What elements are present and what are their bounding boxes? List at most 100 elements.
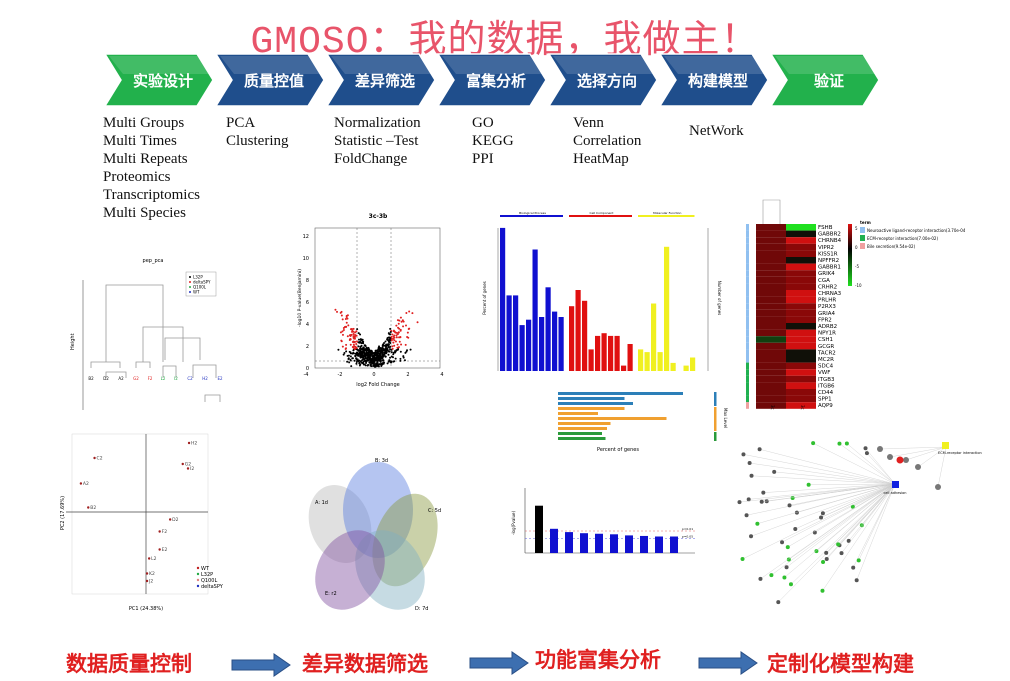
volcano-point: [391, 345, 394, 348]
volcano-point: [385, 343, 388, 346]
volcano-point: [342, 326, 345, 329]
volcano-point: [382, 361, 385, 364]
volcano-point: [348, 350, 351, 353]
edge: [858, 483, 896, 561]
volcano-point: [341, 318, 344, 321]
heat-cell: [786, 237, 816, 244]
gene-label: VWF: [818, 370, 830, 376]
heat-cell: [786, 395, 816, 403]
legend-dot: [196, 584, 200, 588]
y-label: Height: [70, 333, 76, 350]
volcano-point: [360, 359, 363, 362]
edge: [841, 483, 896, 554]
go-bar: [532, 249, 538, 371]
node: [794, 510, 799, 515]
leaf-label: B2: [88, 376, 94, 381]
chevron-shape: [658, 53, 769, 107]
heat-cell: [756, 375, 786, 383]
edge: [784, 483, 896, 578]
volcano-point: [362, 349, 365, 352]
volcano-point: [381, 347, 384, 350]
node: [851, 565, 856, 570]
legend-dot: [189, 281, 191, 283]
go-bar: [582, 300, 588, 371]
scale-label: -5: [855, 264, 859, 269]
volcano-point: [387, 360, 390, 363]
list-item: Proteomics: [103, 169, 171, 185]
term-cell: [746, 323, 749, 330]
branch: [105, 371, 127, 378]
heat-cell: [786, 270, 816, 277]
term-swatch: [860, 227, 865, 233]
term-cell: [746, 395, 749, 403]
term-cell: [746, 270, 749, 277]
volcano-point: [345, 350, 348, 353]
node: [824, 557, 829, 562]
flow-step-2: 差异数据筛选: [302, 652, 428, 676]
set-label: B: 3d: [375, 458, 388, 464]
list-item: Multi Times: [103, 133, 177, 149]
volcano-point: [392, 330, 395, 333]
edge: [757, 483, 896, 524]
volcano-point: [355, 330, 358, 333]
leaf-label: G2: [133, 376, 139, 381]
volcano-point: [362, 361, 365, 364]
column-label: 3c_3d: [800, 405, 805, 410]
heat-cell: [786, 375, 816, 383]
volcano-point: [339, 331, 342, 334]
leaf-label: F2: [148, 376, 153, 381]
volcano-point: [373, 365, 376, 368]
go-bar-figure: Biological Process Cell Component Molecula…: [482, 211, 722, 371]
go-bar: [552, 311, 558, 371]
category-label: Cell Component: [590, 211, 615, 215]
volcano-point: [397, 326, 400, 329]
hub-label: cell adhesion: [883, 491, 906, 495]
volcano-point: [381, 345, 384, 348]
volcano-point: [405, 324, 408, 327]
volcano-point: [358, 364, 361, 367]
leaf-label: E2: [217, 376, 223, 381]
pca-point: [145, 579, 149, 583]
volcano-point: [394, 331, 397, 334]
gene-label: GCGR: [818, 344, 834, 350]
volcano-point: [376, 362, 379, 365]
kegg-bar: [565, 532, 573, 553]
list-direction: Venn Correlation HeatMap: [573, 114, 641, 168]
node: [887, 454, 893, 460]
heat-cell: [756, 342, 786, 350]
edge: [786, 483, 896, 568]
right-arrow-icon: [469, 651, 529, 675]
volcano-point: [369, 359, 372, 362]
step-label: 验证: [814, 72, 844, 90]
volcano-point: [383, 342, 386, 345]
edge: [789, 483, 896, 506]
pca-point: [181, 462, 184, 466]
heatmap-figure: FSHBGABBR2CHRNB4VIPR2KISS1RNPFFR2GABBR1G…: [746, 199, 965, 410]
y-tick: 10: [303, 256, 309, 262]
gene-label: GABBR1: [818, 265, 841, 271]
kegg-bar: [580, 533, 588, 553]
volcano-point: [399, 357, 402, 360]
edge: [761, 483, 896, 502]
edge: [822, 483, 896, 514]
volcano-point: [341, 345, 344, 348]
kegg-bar: [670, 536, 678, 553]
volcano-point: [411, 312, 414, 315]
volcano-point: [346, 354, 349, 357]
volcano-point: [406, 335, 409, 338]
volcano-point: [390, 355, 393, 358]
point-label: H2: [191, 441, 197, 447]
volcano-point: [352, 343, 355, 346]
point-label: E2: [162, 547, 168, 553]
branch: [164, 337, 201, 360]
branch: [135, 361, 151, 368]
list-item: PPI: [472, 151, 494, 167]
heat-cell: [786, 303, 816, 310]
term-cell: [746, 296, 749, 304]
volcano-point: [352, 332, 355, 335]
volcano-point: [352, 351, 355, 354]
volcano-point: [336, 310, 339, 313]
node: [820, 511, 825, 516]
heat-cell: [756, 283, 786, 290]
x-label: log2 Fold Change: [356, 382, 399, 388]
